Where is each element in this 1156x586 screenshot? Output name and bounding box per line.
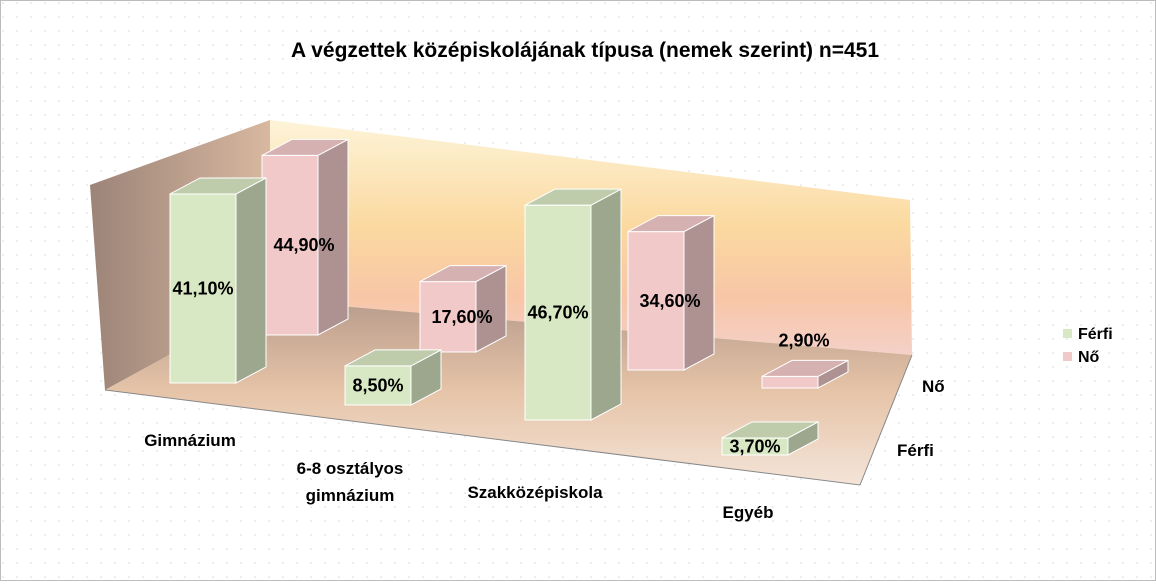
data-label: 8,50% [352,375,403,395]
legend-swatch [1063,352,1072,361]
data-label: 17,60% [431,307,492,327]
bar-top [524,188,622,206]
x-tick-label: Gimnázium [144,431,236,450]
depth-label: Férfi [897,441,934,460]
x-tick-label: Egyéb [722,503,773,522]
axis-line [104,354,913,486]
bar [344,365,412,406]
data-label: 44,90% [273,235,334,255]
data-label: 46,70% [527,303,588,323]
legend-label: Férfi [1078,326,1113,343]
bar-top [419,265,507,283]
x-tick-label: 6-8 osztályos gimnázium [297,459,404,505]
bar-top [169,177,267,195]
bar [419,281,477,353]
bar [261,154,319,336]
bar-top [721,421,819,439]
bar [761,375,819,389]
bar-top [761,359,849,377]
data-label: 3,70% [729,436,780,456]
bar [524,204,592,421]
data-label: 41,10% [172,278,233,298]
chart-title: A végzettek középiskolájának típusa (nem… [291,39,879,62]
bar-side [590,188,622,421]
legend-swatch [1063,329,1072,338]
bar-top [344,349,442,367]
bar [627,231,685,371]
depth-label: Nő [922,377,945,396]
bar [169,193,237,384]
bar-top [627,215,715,233]
x-tick-label: Szakközépiskola [467,483,603,502]
bar-side [235,177,267,384]
bar-top [261,138,349,156]
legend-label: Nő [1078,349,1100,366]
data-label: 34,60% [639,291,700,311]
data-label: 2,90% [778,330,829,350]
